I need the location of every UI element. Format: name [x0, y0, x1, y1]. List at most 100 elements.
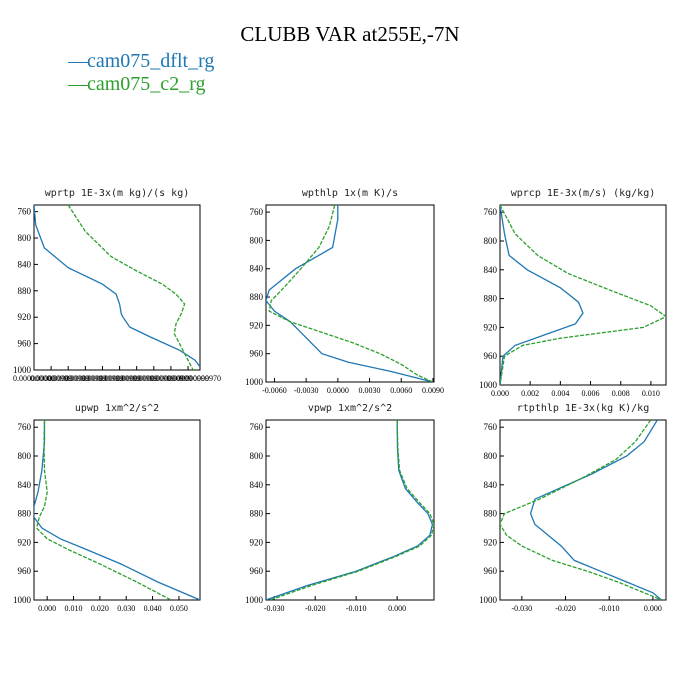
x-tick-label: -0.010	[346, 604, 367, 613]
y-tick-label: 1000	[13, 365, 32, 375]
x-tick-label: 0.004	[551, 389, 569, 398]
y-tick-label: 960	[250, 566, 264, 576]
y-tick-label: 920	[250, 537, 264, 547]
x-tick-label: 0.000	[38, 604, 56, 613]
y-tick-label: 760	[18, 422, 32, 432]
y-tick-label: 800	[18, 233, 32, 243]
panel-title: wprtp 1E-3x(m kg)/(s kg)	[45, 188, 190, 199]
figure-title: CLUBB VAR at255E,-7N	[240, 22, 460, 46]
plot-frame	[265, 204, 435, 383]
y-tick-label: 880	[18, 509, 32, 519]
y-tick-label: 800	[18, 451, 32, 461]
y-tick-label: 880	[484, 509, 498, 519]
y-tick-label: 760	[18, 207, 32, 217]
plot-frame	[499, 419, 667, 601]
x-tick-label: -0.030	[264, 604, 285, 613]
y-tick-label: 800	[484, 236, 498, 246]
y-tick-label: 880	[250, 509, 264, 519]
plot-frame	[33, 419, 201, 601]
y-tick-label: 920	[18, 312, 32, 322]
y-tick-label: 920	[250, 320, 264, 330]
x-tick-label: 0.008	[612, 389, 630, 398]
series-line-c2	[268, 205, 434, 382]
legend-entry-dflt: — cam075_dflt_rg	[68, 50, 214, 73]
legend-label-c2: cam075_c2_rg	[87, 73, 206, 95]
y-tick-label: 960	[250, 349, 264, 359]
x-tick-label: 0.010	[642, 389, 660, 398]
x-tick-label: 0.002	[521, 389, 539, 398]
panel-title: wpthlp 1x(m K)/s	[302, 188, 398, 199]
y-tick-label: 840	[250, 480, 264, 490]
x-tick-label: -0.020	[305, 604, 326, 613]
y-tick-label: 960	[484, 351, 498, 361]
x-tick-label: 0.040	[144, 604, 162, 613]
x-tick-label: -0.010	[599, 604, 620, 613]
x-tick-label: 0.050	[170, 604, 188, 613]
panel-title: rtpthlp 1E-3x(kg K)/kg	[517, 403, 649, 414]
y-tick-label: 760	[484, 422, 498, 432]
y-tick-label: 760	[484, 207, 498, 217]
panel-title: vpwp 1xm^2/s^2	[308, 403, 392, 414]
x-tick-label: 0.000	[644, 604, 662, 613]
series-line-c2	[500, 420, 662, 600]
x-tick-label: 0.000000999	[133, 374, 175, 383]
x-tick-label: -0.030	[512, 604, 533, 613]
legend-entry-c2: — cam075_c2_rg	[68, 73, 206, 96]
panel-4: upwp 1xm^2/s^2 760 800 840 880 920 960 1000 0.00…	[13, 403, 201, 613]
y-tick-label: 840	[484, 265, 498, 275]
y-tick-label: 760	[250, 207, 264, 217]
series-line-dflt	[266, 205, 434, 382]
y-tick-label: 760	[250, 422, 264, 432]
y-tick-label: 960	[484, 566, 498, 576]
y-tick-label: 800	[250, 451, 264, 461]
panel-3: wprcp 1E-3x(m/s) (kg/kg) 760 800 840 880 920 9…	[479, 188, 667, 398]
x-tick-label: 0.0030	[359, 386, 381, 395]
series-line-c2	[35, 420, 172, 600]
panel-1: wprtp 1E-3x(m kg)/(s kg) 760 800 840 880 920 9…	[13, 188, 221, 383]
x-tick-label: 0.000000999	[99, 374, 141, 383]
legend-label-dflt: cam075_dflt_rg	[87, 50, 215, 72]
y-tick-label: 960	[18, 566, 32, 576]
y-tick-label: 1000	[245, 377, 264, 387]
y-tick-label: 1000	[479, 380, 498, 390]
x-tick-label: 0.0000	[327, 386, 349, 395]
x-tick-label: 0.000000999	[64, 374, 106, 383]
series-line-c2	[269, 420, 434, 600]
y-tick-label: 1000	[245, 595, 264, 605]
y-tick-label: 880	[484, 294, 498, 304]
x-tick-label: 0.000	[388, 604, 406, 613]
y-tick-label: 920	[484, 322, 498, 332]
panel-2: wpthlp 1x(m K)/s7608008408809209601000-0…	[245, 188, 444, 395]
series-line-c2	[500, 205, 666, 385]
series-line-dflt	[529, 420, 663, 600]
series-line-dflt	[34, 205, 200, 368]
x-tick-label: 0.000000999	[81, 374, 123, 383]
x-tick-label: 0.000000999	[47, 374, 89, 383]
series-line-dflt	[34, 420, 200, 600]
y-tick-label: 1000	[479, 595, 498, 605]
y-tick-label: 960	[18, 339, 32, 349]
x-tick-label: 0.000000999	[30, 374, 72, 383]
panel-6: rtpthlp 1E-3x(kg K)/kg 760 800 840 880 920 960…	[479, 403, 667, 613]
x-tick-label: 0.000	[491, 389, 509, 398]
y-tick-label: 840	[250, 264, 264, 274]
x-tick-label: 0.000000999	[116, 374, 158, 383]
plot-frame	[265, 419, 435, 601]
series-line-dflt	[500, 205, 584, 385]
x-tick-label: -0.0060	[262, 386, 287, 395]
x-tick-label: 0.030	[117, 604, 135, 613]
y-tick-label: 920	[484, 537, 498, 547]
y-tick-label: 800	[250, 235, 264, 245]
y-tick-label: 1000	[13, 595, 32, 605]
x-tick-label: -0.0030	[294, 386, 319, 395]
y-tick-label: 840	[18, 259, 32, 269]
x-tick-label: 0.0060	[390, 386, 412, 395]
x-tick-label: 0.006	[582, 389, 600, 398]
y-tick-label: 920	[18, 537, 32, 547]
x-tick-label: 0.000000999	[150, 374, 192, 383]
panel-title: upwp 1xm^2/s^2	[75, 403, 159, 414]
panel-title: wprcp 1E-3x(m/s) (kg/kg)	[511, 188, 656, 199]
panel-5: vpwp 1xm^2/s^27608008408809209601000-0.0…	[245, 403, 435, 613]
y-tick-label: 880	[18, 286, 32, 296]
